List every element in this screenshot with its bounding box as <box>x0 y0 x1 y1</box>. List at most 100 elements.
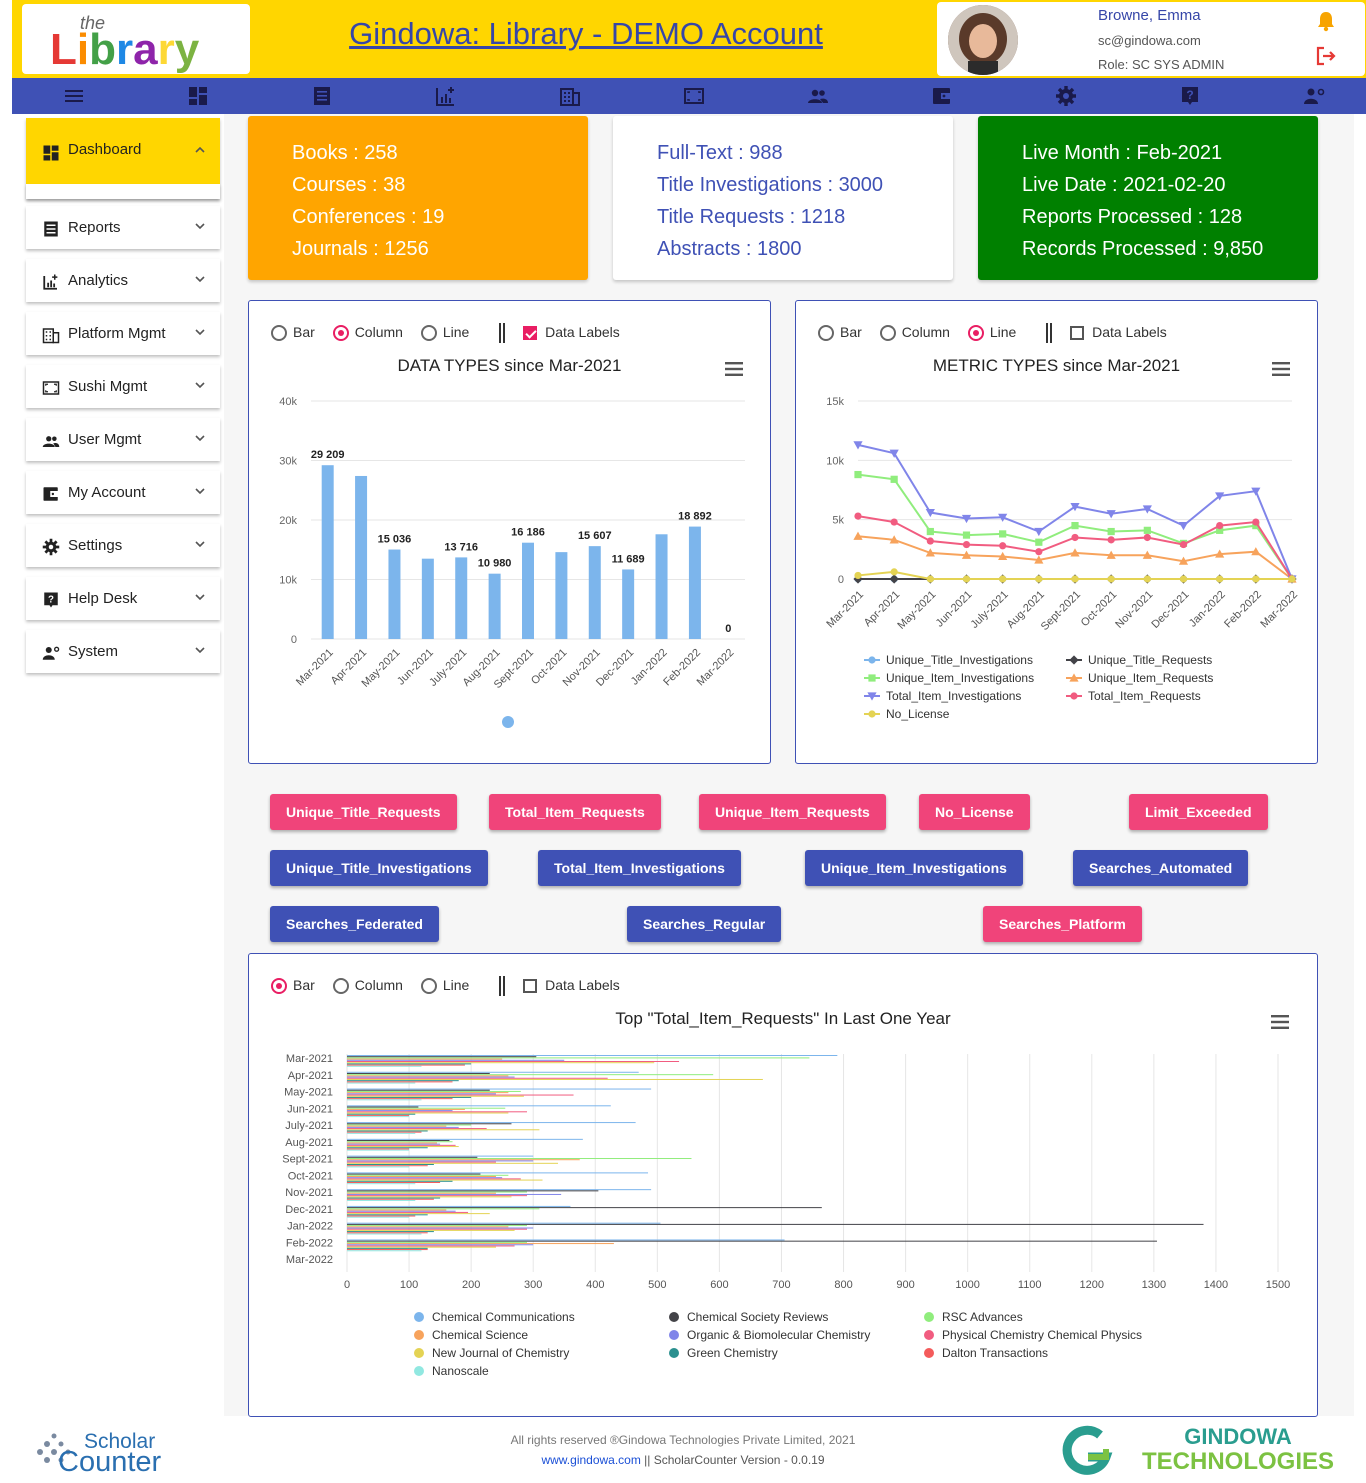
radio-line[interactable] <box>420 325 437 341</box>
checkbox-data-labels[interactable] <box>1070 326 1085 340</box>
bar <box>347 1081 453 1083</box>
data-point <box>925 548 935 557</box>
bar <box>321 465 334 639</box>
chart-menu-icon[interactable] <box>1271 1015 1289 1029</box>
radio-line[interactable] <box>967 325 984 341</box>
option-line[interactable]: Line <box>420 324 469 341</box>
metric-button-unique-item-investigations[interactable]: Unique_Item_Investigations <box>805 850 1023 886</box>
gindowa-g-logo-icon[interactable] <box>1058 1423 1118 1477</box>
menu-icon[interactable] <box>62 84 86 108</box>
sidebar-item-system[interactable]: System <box>26 630 220 673</box>
sidebar-item-help-desk[interactable]: ? Help Desk <box>26 577 220 620</box>
scholar-counter-logo[interactable]: Scholar Counter <box>34 1428 224 1476</box>
metric-button-limit-exceeded[interactable]: Limit_Exceeded <box>1129 794 1268 830</box>
user-avatar[interactable] <box>948 5 1018 75</box>
option-column[interactable]: Column <box>332 323 403 341</box>
system-icon[interactable] <box>1302 84 1326 108</box>
series-line <box>854 512 1296 583</box>
reports-icon <box>44 221 58 237</box>
logo-technologies-text: TECHNOLOGIES <box>1142 1448 1334 1474</box>
chevron-down-icon <box>195 541 205 548</box>
option-bar[interactable]: Bar <box>818 324 862 341</box>
metric-button-searches-platform[interactable]: Searches_Platform <box>983 906 1142 942</box>
settings-icon[interactable] <box>1054 84 1078 108</box>
sidebar-item-my-account[interactable]: My Account <box>26 471 220 514</box>
sidebar-item-platform-mgmt[interactable]: Platform Mgmt <box>26 312 220 355</box>
option-data-labels[interactable]: Data Labels <box>523 977 620 993</box>
option-bar[interactable]: Bar <box>271 977 315 994</box>
library-logo[interactable]: the Library the Library <box>22 4 250 74</box>
option-column[interactable]: Column <box>332 977 403 994</box>
bar <box>347 1058 503 1060</box>
metric-button-unique-item-requests[interactable]: Unique_Item_Requests <box>699 794 886 830</box>
metric-button-unique-title-investigations[interactable]: Unique_Title_Investigations <box>270 850 488 886</box>
bar <box>347 1125 447 1127</box>
option-data-labels[interactable]: Data Labels <box>1070 324 1167 340</box>
radio-bar[interactable] <box>818 325 834 341</box>
chart-menu-icon[interactable] <box>725 362 743 376</box>
bar <box>347 1143 441 1145</box>
metric-button-total-item-requests[interactable]: Total_Item_Requests <box>489 794 661 830</box>
metric-button-unique-title-requests[interactable]: Unique_Title_Requests <box>270 794 457 830</box>
sidebar-item-settings[interactable]: Settings <box>26 524 220 567</box>
radio-line[interactable] <box>420 978 437 994</box>
option-line[interactable]: Line <box>967 324 1016 341</box>
checkbox-data-labels[interactable] <box>523 326 538 340</box>
bar <box>347 1080 459 1082</box>
bar <box>347 1131 422 1133</box>
users-icon[interactable] <box>806 84 830 108</box>
bar <box>555 552 568 639</box>
option-bar[interactable]: Bar <box>271 324 315 341</box>
help-icon[interactable]: ? <box>1178 84 1202 108</box>
analytics-icon[interactable] <box>434 84 458 108</box>
platform-icon[interactable] <box>558 84 582 108</box>
radio-column[interactable] <box>879 325 896 341</box>
sidebar-item-user-mgmt[interactable]: User Mgmt <box>26 418 220 461</box>
chart-type-options: Bar Column Line Data Labels <box>271 323 620 343</box>
metric-button-searches-federated[interactable]: Searches_Federated <box>270 906 439 942</box>
system-icon <box>42 646 60 660</box>
bar <box>347 1061 680 1062</box>
account-icon[interactable] <box>930 84 954 108</box>
x-tick-label: 700 <box>772 1279 790 1291</box>
radio-column[interactable] <box>332 978 349 994</box>
metric-button-searches-regular[interactable]: Searches_Regular <box>627 906 782 942</box>
bar <box>347 1057 810 1059</box>
radio-bar[interactable] <box>271 978 287 994</box>
option-column[interactable]: Column <box>879 324 950 341</box>
option-data-labels[interactable]: Data Labels <box>523 324 620 340</box>
svg-text:?: ? <box>48 594 54 605</box>
sidebar-item-reports[interactable]: Reports <box>26 206 220 249</box>
sidebar-item-analytics[interactable]: Analytics <box>26 259 220 302</box>
bar <box>347 1243 614 1245</box>
bar <box>347 1209 447 1211</box>
radio-bar[interactable] <box>271 325 287 341</box>
chart-title: Top "Total_Item_Requests" In Last One Ye… <box>615 1009 951 1028</box>
bell-icon[interactable] <box>1316 10 1336 32</box>
metric-button-searches-automated[interactable]: Searches_Automated <box>1073 850 1249 886</box>
sidebar-item-sushi-mgmt[interactable]: Sushi Mgmt <box>26 365 220 408</box>
metric-button-total-item-investigations[interactable]: Total_Item_Investigations <box>538 850 741 886</box>
option-line[interactable]: Line <box>420 977 469 994</box>
chart-menu-icon[interactable] <box>1272 362 1290 376</box>
radio-column[interactable] <box>332 325 349 341</box>
bar <box>347 1113 416 1115</box>
checkbox-data-labels[interactable] <box>523 979 538 993</box>
bar <box>588 546 601 639</box>
dashboard-icon[interactable] <box>186 84 210 108</box>
option-column-label: Column <box>354 323 403 340</box>
y-tick-label: Mar-2021 <box>286 1053 333 1065</box>
sushi-icon[interactable] <box>682 84 706 108</box>
footer-website-link[interactable]: www.gindowa.com <box>541 1453 641 1467</box>
bar <box>347 1223 1204 1225</box>
series-path <box>857 443 1293 580</box>
bar <box>347 1162 559 1164</box>
logout-icon[interactable] <box>1315 45 1337 67</box>
data-point <box>890 518 898 526</box>
metric-button-no-license[interactable]: No_License <box>919 794 1030 830</box>
bar <box>347 1112 509 1114</box>
bar <box>347 1199 416 1201</box>
x-tick-label: 0 <box>344 1279 350 1291</box>
reports-icon[interactable] <box>310 84 334 108</box>
app-title-link[interactable]: Gindowa: Library - DEMO Account <box>349 16 823 51</box>
